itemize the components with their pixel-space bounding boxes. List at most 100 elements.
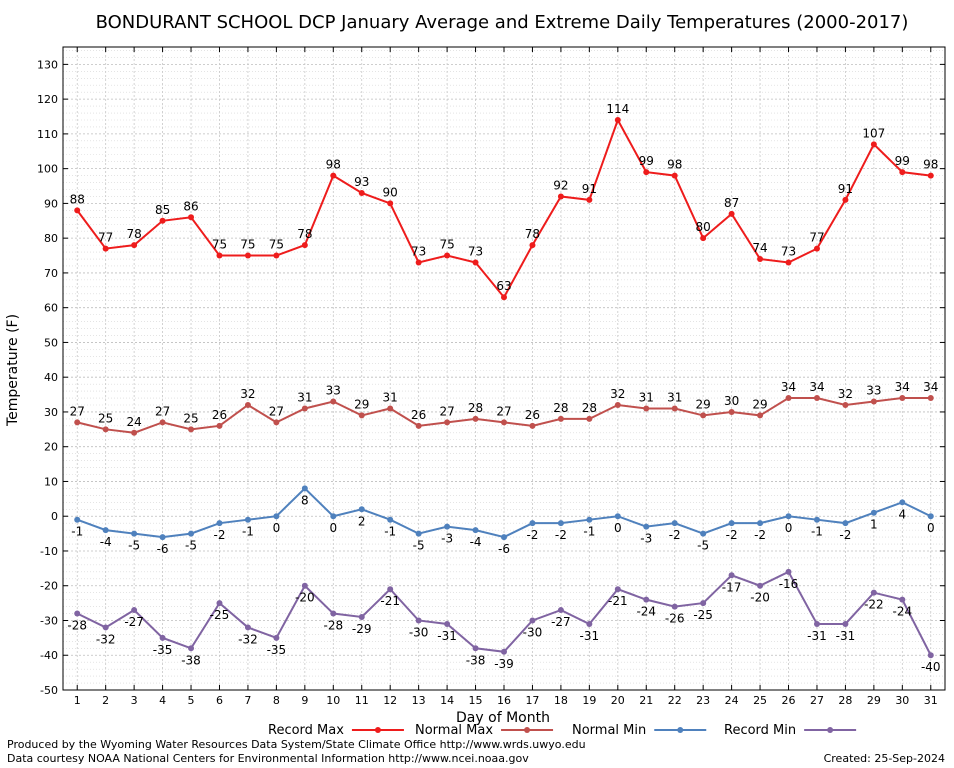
record-min-point: [216, 600, 223, 607]
normal-min-point: [273, 513, 280, 520]
normal-min-data-label: -1: [384, 525, 396, 539]
normal-min-point: [671, 520, 678, 527]
record-max-data-label: 87: [724, 196, 739, 210]
normal-min-point: [842, 520, 849, 527]
record-min-data-label: -20: [295, 591, 315, 605]
record-max-data-label: 75: [269, 238, 284, 252]
record-max-data-label: 92: [553, 178, 568, 192]
normal-max-data-label: 31: [297, 390, 312, 404]
x-tick-label: 30: [895, 694, 909, 707]
x-tick-label: 24: [725, 694, 739, 707]
normal-min-point: [813, 516, 820, 523]
x-tick-label: 6: [216, 694, 223, 707]
record-max-point: [216, 252, 223, 259]
record-min-data-label: -30: [409, 625, 429, 639]
x-tick-label: 7: [244, 694, 251, 707]
normal-min-data-label: -2: [669, 528, 681, 542]
normal-max-data-label: 27: [439, 404, 454, 418]
record-max-data-label: 114: [606, 102, 629, 116]
normal-max-point: [387, 405, 394, 412]
normal-max-data-label: 32: [240, 387, 255, 401]
record-min-point: [472, 645, 479, 652]
record-max-data-label: 78: [525, 227, 540, 241]
normal-min-point: [102, 527, 109, 534]
normal-min-data-label: -3: [640, 532, 652, 546]
y-tick-label: 70: [44, 267, 58, 280]
normal-max-point: [529, 422, 536, 429]
y-tick-label: 20: [44, 441, 58, 454]
footer-produced-by: Produced by the Wyoming Water Resources …: [7, 738, 586, 751]
normal-min-point: [586, 516, 593, 523]
footer-data-courtesy: Data courtesy NOAA National Centers for …: [7, 752, 529, 765]
y-tick-label: 10: [44, 475, 58, 488]
record-max-point: [785, 259, 792, 266]
x-tick-label: 12: [383, 694, 397, 707]
record-max-data-label: 74: [752, 241, 767, 255]
record-min-data-label: -29: [352, 622, 372, 636]
record-max-data-label: 75: [212, 238, 227, 252]
record-max-data-label: 85: [155, 203, 170, 217]
y-tick-label: 50: [44, 336, 58, 349]
record-min-point: [842, 620, 849, 627]
normal-min-data-label: 0: [927, 521, 935, 535]
normal-min-data-label: -5: [413, 539, 425, 553]
normal-max-data-label: 29: [354, 397, 369, 411]
normal-max-point: [899, 395, 906, 402]
y-axis-label: Temperature (F): [5, 314, 21, 427]
record-max-data-label: 86: [183, 199, 198, 213]
footer-created-date: Created: 25-Sep-2024: [824, 752, 945, 765]
normal-max-data-label: 29: [752, 397, 767, 411]
record-max-data-label: 77: [809, 231, 824, 245]
normal-max-point: [501, 419, 507, 426]
normal-min-point: [330, 513, 337, 520]
record-max-data-label: 88: [70, 192, 85, 206]
normal-max-point: [216, 422, 223, 429]
record-min-data-label: -27: [551, 615, 571, 629]
normal-max-point: [614, 401, 621, 408]
record-min-point: [557, 607, 564, 614]
record-max-data-label: 75: [240, 238, 255, 252]
record-max-data-label: 98: [326, 158, 341, 172]
normal-min-data-label: -1: [583, 525, 595, 539]
normal-max-legend-label: Normal Max: [415, 723, 493, 738]
record-min-data-label: -38: [181, 653, 201, 667]
normal-max-data-label: 28: [468, 401, 483, 415]
normal-min-point: [927, 513, 934, 520]
normal-max-point: [557, 415, 564, 422]
y-tick-label: 120: [37, 93, 58, 106]
record-max-point: [899, 169, 906, 176]
normal-min-point: [159, 534, 166, 541]
record-min-point: [415, 617, 422, 624]
record-min-point: [102, 624, 109, 631]
record-max-point: [188, 214, 195, 221]
record-max-point: [643, 169, 650, 176]
x-tick-label: 18: [554, 694, 568, 707]
normal-max-data-label: 27: [155, 404, 170, 418]
normal-max-data-label: 24: [126, 415, 141, 429]
record-min-data-label: -16: [779, 577, 799, 591]
normal-max-point: [813, 395, 820, 402]
normal-min-data-label: 0: [273, 521, 281, 535]
record-max-data-label: 75: [439, 238, 454, 252]
x-tick-label: 5: [188, 694, 195, 707]
record-min-legend-marker: [827, 727, 834, 733]
normal-min-point: [700, 530, 707, 537]
normal-min-data-label: -2: [726, 528, 738, 542]
x-tick-label: 8: [273, 694, 280, 707]
record-max-data-label: 78: [126, 227, 141, 241]
x-tick-label: 1: [74, 694, 81, 707]
y-tick-label: 90: [44, 197, 58, 210]
record-min-data-label: -39: [494, 657, 514, 671]
record-min-data-label: -25: [693, 608, 713, 622]
normal-max-data-label: 31: [383, 390, 398, 404]
record-max-point: [813, 245, 820, 252]
record-min-point: [643, 596, 650, 603]
record-min-data-label: -17: [722, 580, 742, 594]
record-min-data-label: -32: [238, 632, 258, 646]
y-tick-label: -30: [40, 614, 58, 627]
record-min-data-label: -25: [210, 608, 230, 622]
record-max-point: [273, 252, 280, 259]
record-min-point: [785, 568, 792, 575]
record-max-point: [501, 294, 507, 301]
record-max-point: [700, 235, 707, 242]
